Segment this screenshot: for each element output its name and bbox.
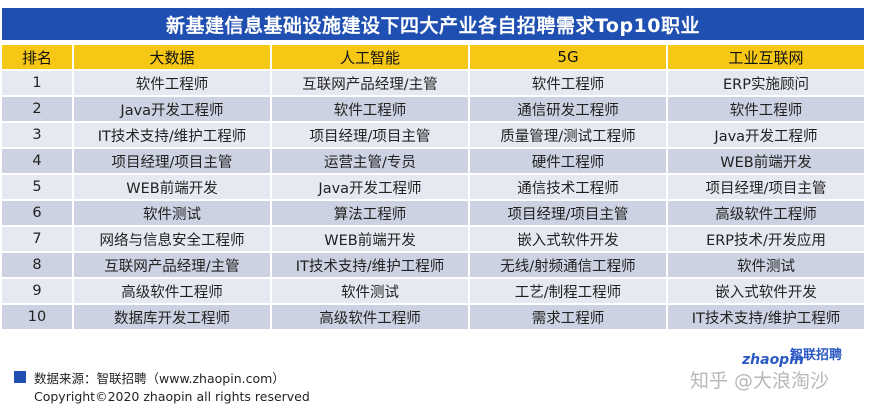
data-source: 数据来源：智联招聘（www.zhaopin.com） <box>34 371 285 386</box>
job-cell: WEB前端开发 <box>668 149 864 175</box>
job-cell: 软件测试 <box>272 279 470 305</box>
job-cell: ERP实施顾问 <box>668 71 864 97</box>
rank-cell: 3 <box>2 123 74 149</box>
job-cell: 硬件工程师 <box>470 149 668 175</box>
header-industrial-internet: 工业互联网 <box>668 45 864 71</box>
job-cell: ERP技术/开发应用 <box>668 227 864 253</box>
header-rank: 排名 <box>2 45 74 71</box>
job-cell: WEB前端开发 <box>74 175 272 201</box>
job-cell: 数据库开发工程师 <box>74 305 272 331</box>
job-cell: 软件工程师 <box>74 71 272 97</box>
job-cell: 工艺/制程工程师 <box>470 279 668 305</box>
job-cell: 项目经理/项目主管 <box>272 123 470 149</box>
legend-square-icon <box>14 371 26 383</box>
watermark: 知乎 @大浪淘沙 <box>690 370 830 392</box>
rank-cell: 6 <box>2 201 74 227</box>
logo-cn: 智联招聘 <box>790 348 843 363</box>
job-cell: 软件测试 <box>668 253 864 279</box>
job-cell: 运营主管/专员 <box>272 149 470 175</box>
table-row: 3 IT技术支持/维护工程师 项目经理/项目主管 质量管理/测试工程师 Java开发工程… <box>2 123 864 149</box>
ranking-table: 排名 大数据 人工智能 5G 工业互联网 1 软件工程师 互联网产品经理/主管 软件工… <box>2 45 864 331</box>
copyright: Copyright©2020 zhaopin all rights reserv… <box>34 389 310 404</box>
header-5g: 5G <box>470 45 668 71</box>
job-cell: 项目经理/项目主管 <box>668 175 864 201</box>
job-cell: 嵌入式软件开发 <box>470 227 668 253</box>
zhaopin-logo: zhaopin 智联招聘 <box>742 344 862 368</box>
rank-cell: 1 <box>2 71 74 97</box>
job-cell: 通信技术工程师 <box>470 175 668 201</box>
table-row: 5 WEB前端开发 Java开发工程师 通信技术工程师 项目经理/项目主管 <box>2 175 864 201</box>
job-cell: 需求工程师 <box>470 305 668 331</box>
job-cell: 嵌入式软件开发 <box>668 279 864 305</box>
table-row: 9 高级软件工程师 软件测试 工艺/制程工程师 嵌入式软件开发 <box>2 279 864 305</box>
job-cell: 高级软件工程师 <box>668 201 864 227</box>
table-row: 7 网络与信息安全工程师 WEB前端开发 嵌入式软件开发 ERP技术/开发应用 <box>2 227 864 253</box>
job-cell: 项目经理/项目主管 <box>470 201 668 227</box>
job-cell: 高级软件工程师 <box>74 279 272 305</box>
header-big-data: 大数据 <box>74 45 272 71</box>
rank-cell: 5 <box>2 175 74 201</box>
table-row: 4 项目经理/项目主管 运营主管/专员 硬件工程师 WEB前端开发 <box>2 149 864 175</box>
job-cell: Java开发工程师 <box>272 175 470 201</box>
rank-cell: 10 <box>2 305 74 331</box>
job-cell: WEB前端开发 <box>272 227 470 253</box>
job-cell: 软件测试 <box>74 201 272 227</box>
job-cell: 网络与信息安全工程师 <box>74 227 272 253</box>
job-cell: 软件工程师 <box>272 97 470 123</box>
logo-latin: zhaopin <box>742 352 804 368</box>
rank-cell: 2 <box>2 97 74 123</box>
table-row: 8 互联网产品经理/主管 IT技术支持/维护工程师 无线/射频通信工程师 软件测试 <box>2 253 864 279</box>
rank-cell: 7 <box>2 227 74 253</box>
job-cell: 互联网产品经理/主管 <box>74 253 272 279</box>
job-cell: 软件工程师 <box>470 71 668 97</box>
table-header-row: 排名 大数据 人工智能 5G 工业互联网 <box>2 45 864 71</box>
job-cell: IT技术支持/维护工程师 <box>272 253 470 279</box>
rank-cell: 8 <box>2 253 74 279</box>
job-cell: 高级软件工程师 <box>272 305 470 331</box>
job-cell: 无线/射频通信工程师 <box>470 253 668 279</box>
job-cell: 质量管理/测试工程师 <box>470 123 668 149</box>
job-cell: IT技术支持/维护工程师 <box>74 123 272 149</box>
job-cell: Java开发工程师 <box>74 97 272 123</box>
table-row: 6 软件测试 算法工程师 项目经理/项目主管 高级软件工程师 <box>2 201 864 227</box>
job-cell: 软件工程师 <box>668 97 864 123</box>
job-cell: 通信研发工程师 <box>470 97 668 123</box>
job-cell: 互联网产品经理/主管 <box>272 71 470 97</box>
job-cell: IT技术支持/维护工程师 <box>668 305 864 331</box>
job-cell: Java开发工程师 <box>668 123 864 149</box>
rank-cell: 9 <box>2 279 74 305</box>
table-row: 1 软件工程师 互联网产品经理/主管 软件工程师 ERP实施顾问 <box>2 71 864 97</box>
job-cell: 算法工程师 <box>272 201 470 227</box>
rank-cell: 4 <box>2 149 74 175</box>
table-row: 10 数据库开发工程师 高级软件工程师 需求工程师 IT技术支持/维护工程师 <box>2 305 864 331</box>
job-cell: 项目经理/项目主管 <box>74 149 272 175</box>
header-ai: 人工智能 <box>272 45 470 71</box>
page-title: 新基建信息基础设施建设下四大产业各自招聘需求Top10职业 <box>2 8 864 40</box>
table-row: 2 Java开发工程师 软件工程师 通信研发工程师 软件工程师 <box>2 97 864 123</box>
